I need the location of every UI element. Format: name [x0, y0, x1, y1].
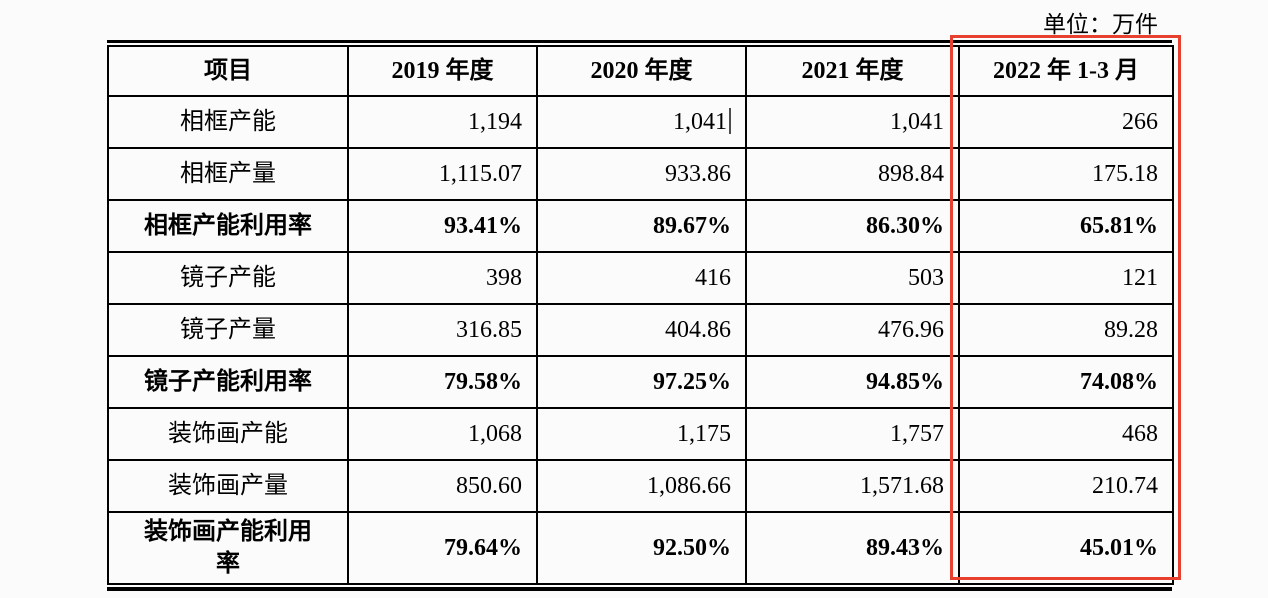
value-cell: 1,086.66	[536, 459, 747, 513]
row-label-cell: 相框产能	[107, 95, 349, 149]
value-cell: 94.85%	[745, 355, 960, 409]
value-cell: 1,068	[347, 407, 538, 461]
table-row: 相框产能 1,194 1,041 1,041 266	[107, 95, 1174, 149]
column-header: 项目	[107, 45, 349, 97]
value-cell: 74.08%	[958, 355, 1174, 409]
value-cell: 316.85	[347, 303, 538, 357]
value-cell: 898.84	[745, 147, 960, 201]
row-label-cell: 装饰画产能利用率	[107, 511, 349, 585]
value-cell: 404.86	[536, 303, 747, 357]
value-cell: 1,571.68	[745, 459, 960, 513]
value-cell: 121	[958, 251, 1174, 305]
value-cell: 468	[958, 407, 1174, 461]
row-label-cell: 装饰画产量	[107, 459, 349, 513]
capacity-table-container: 项目 2019 年度 2020 年度 2021 年度 2022 年 1-3 月 相框产能…	[107, 40, 1174, 591]
value-cell: 266	[958, 95, 1174, 149]
row-label-cell: 镜子产能	[107, 251, 349, 305]
value-cell: 398	[347, 251, 538, 305]
value-cell: 1,757	[745, 407, 960, 461]
value-cell: 89.67%	[536, 199, 747, 253]
bottom-double-rule	[107, 587, 1172, 591]
value-cell: 1,194	[347, 95, 538, 149]
table-row: 镜子产能 398 416 503 121	[107, 251, 1174, 305]
row-label-cell: 相框产能利用率	[107, 199, 349, 253]
value-cell: 93.41%	[347, 199, 538, 253]
value-cell: 92.50%	[536, 511, 747, 585]
value-cell: 210.74	[958, 459, 1174, 513]
header-row: 项目 2019 年度 2020 年度 2021 年度 2022 年 1-3 月	[107, 45, 1174, 97]
column-header: 2021 年度	[745, 45, 960, 97]
value-cell: 175.18	[958, 147, 1174, 201]
unit-label: 单位：万件	[1043, 12, 1158, 37]
row-label-cell: 相框产量	[107, 147, 349, 201]
value-cell: 86.30%	[745, 199, 960, 253]
row-label-cell: 装饰画产能	[107, 407, 349, 461]
value-cell: 1,175	[536, 407, 747, 461]
text-cursor	[729, 107, 731, 134]
value-cell: 65.81%	[958, 199, 1174, 253]
value-cell: 476.96	[745, 303, 960, 357]
column-header: 2019 年度	[347, 45, 538, 97]
table-row: 镜子产能利用率 79.58% 97.25% 94.85% 74.08%	[107, 355, 1174, 409]
column-header: 2020 年度	[536, 45, 747, 97]
table-row: 装饰画产能利用率 79.64% 92.50% 89.43% 45.01%	[107, 511, 1174, 585]
value-cell: 89.43%	[745, 511, 960, 585]
top-double-rule	[107, 40, 1172, 43]
value-cell: 933.86	[536, 147, 747, 201]
capacity-table: 项目 2019 年度 2020 年度 2021 年度 2022 年 1-3 月 相框产能…	[107, 45, 1174, 585]
row-label-cell: 镜子产能利用率	[107, 355, 349, 409]
value-cell: 45.01%	[958, 511, 1174, 585]
value-cell: 89.28	[958, 303, 1174, 357]
table-row: 装饰画产能 1,068 1,175 1,757 468	[107, 407, 1174, 461]
table-row: 镜子产量 316.85 404.86 476.96 89.28	[107, 303, 1174, 357]
value-cell: 1,115.07	[347, 147, 538, 201]
value-cell: 1,041	[745, 95, 960, 149]
table-row: 装饰画产量 850.60 1,086.66 1,571.68 210.74	[107, 459, 1174, 513]
value-cell: 850.60	[347, 459, 538, 513]
table-row: 相框产量 1,115.07 933.86 898.84 175.18	[107, 147, 1174, 201]
value-cell: 97.25%	[536, 355, 747, 409]
value-cell: 79.64%	[347, 511, 538, 585]
value-cell: 503	[745, 251, 960, 305]
value-cell: 1,041	[536, 95, 747, 149]
value-cell: 416	[536, 251, 747, 305]
value-cell: 79.58%	[347, 355, 538, 409]
row-label-cell: 镜子产量	[107, 303, 349, 357]
table-row: 相框产能利用率 93.41% 89.67% 86.30% 65.81%	[107, 199, 1174, 253]
column-header: 2022 年 1-3 月	[958, 45, 1174, 97]
